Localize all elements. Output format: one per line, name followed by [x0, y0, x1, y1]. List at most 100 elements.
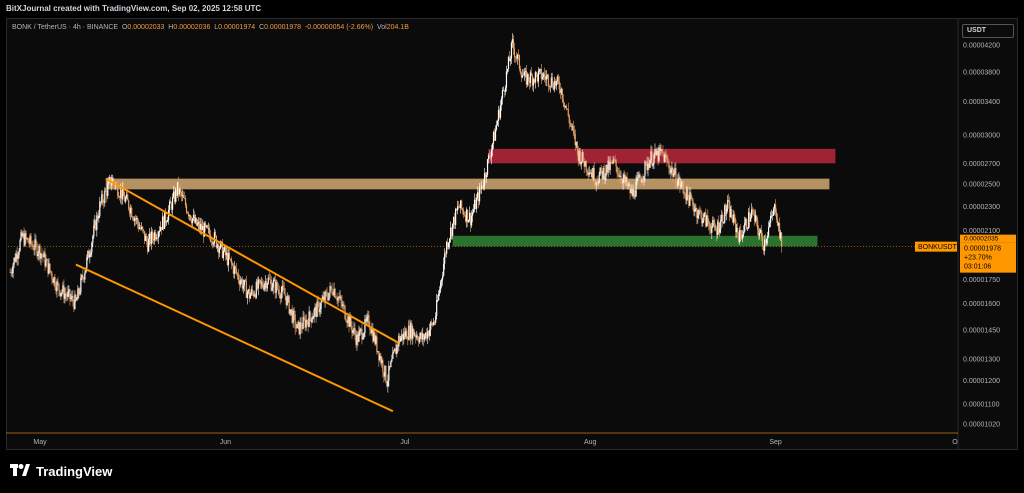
candle-body — [345, 318, 347, 322]
candle-body — [224, 247, 226, 256]
candle-body — [181, 195, 184, 197]
candle-body — [487, 155, 490, 160]
candle-body — [343, 304, 345, 306]
candle-body — [445, 253, 447, 254]
currency-unit-button[interactable]: USDT — [962, 24, 1014, 38]
candle-body — [122, 187, 124, 200]
candle-body — [216, 244, 219, 248]
candle-body — [655, 149, 657, 156]
candle-body — [525, 71, 528, 85]
candle-body — [633, 188, 635, 197]
candle-body — [453, 216, 455, 224]
candle-body — [665, 154, 667, 157]
candle-body — [666, 156, 668, 162]
candle-body — [764, 239, 766, 251]
candle-body — [716, 230, 718, 235]
candle-body — [84, 272, 86, 280]
candle-body — [81, 275, 83, 278]
candle-body — [253, 294, 255, 296]
candle-body — [674, 168, 676, 174]
candle-body — [105, 190, 107, 192]
candle-body — [542, 73, 544, 78]
tradingview-logo[interactable]: TradingView — [10, 464, 112, 479]
candle-body — [636, 177, 638, 182]
candle-body — [604, 175, 606, 180]
candle-body — [773, 204, 776, 209]
candle-body — [160, 226, 162, 231]
symbol-label[interactable]: BONK / TetherUS · 4h · BINANCE — [12, 24, 119, 31]
candle-body — [325, 291, 327, 293]
candle-body — [534, 72, 536, 83]
candle-body — [360, 329, 362, 330]
candle-body — [177, 182, 180, 195]
candle-body — [668, 162, 670, 169]
candle-body — [75, 294, 77, 301]
candle-body — [667, 161, 669, 163]
candle-body — [620, 175, 622, 181]
candle-body — [775, 212, 778, 220]
candle-body — [741, 234, 743, 239]
candle-body — [766, 238, 768, 244]
candle-body — [726, 208, 728, 214]
candle-body — [249, 294, 251, 299]
high-label: H — [168, 24, 174, 31]
candle-body — [350, 316, 352, 326]
candle-body — [659, 147, 661, 151]
candle-body — [465, 215, 467, 222]
y-tick-label: 0.00003000 — [963, 133, 1000, 140]
candle-body — [287, 296, 289, 298]
candle-body — [637, 177, 639, 178]
candle-body — [375, 336, 377, 344]
candle-body — [183, 198, 186, 199]
candle-body — [579, 151, 581, 165]
candle-body — [564, 105, 566, 107]
candle-body — [136, 218, 138, 220]
candle-body — [661, 149, 663, 152]
candle-body — [462, 208, 464, 211]
candle-body — [578, 151, 580, 161]
candle-body — [158, 232, 160, 238]
candle-body — [153, 237, 155, 241]
chart-panel[interactable] — [6, 18, 1018, 450]
candle-body — [119, 197, 121, 199]
candle-body — [586, 170, 588, 173]
candle-body — [83, 277, 85, 280]
candle-body — [113, 178, 115, 183]
candle-body — [413, 328, 415, 336]
candle-body — [428, 331, 430, 336]
candle-body — [340, 296, 342, 302]
candle-body — [739, 230, 741, 242]
candle-body — [419, 336, 421, 343]
candle-body — [56, 281, 58, 292]
vol-value: 204.1B — [386, 24, 409, 31]
candle-body — [264, 280, 266, 285]
y-tick-label: 0.00002100 — [963, 228, 1000, 235]
candle-body — [400, 337, 402, 342]
candle-body — [609, 161, 611, 170]
candle-body — [761, 229, 763, 237]
candle-body — [632, 188, 634, 196]
candle-body — [614, 159, 616, 161]
candle-body — [299, 322, 301, 335]
candle-body — [163, 211, 166, 229]
candle-body — [77, 288, 79, 300]
candle-body — [254, 294, 256, 298]
candle-body — [686, 186, 688, 201]
candle-body — [712, 220, 714, 227]
candle-body — [362, 337, 364, 340]
candle-body — [540, 68, 542, 80]
candle-body — [150, 233, 152, 244]
candle-body — [120, 189, 122, 198]
candle-body — [166, 219, 169, 222]
candle-body — [144, 231, 146, 241]
candle-body — [317, 301, 319, 303]
candle-body — [313, 310, 315, 318]
candle-body — [631, 188, 633, 196]
candle-body — [76, 299, 78, 301]
candle-body — [169, 201, 172, 204]
candle-body — [612, 159, 614, 164]
candle-body — [36, 243, 38, 256]
candle-body — [402, 334, 404, 340]
candle-body — [670, 169, 672, 173]
